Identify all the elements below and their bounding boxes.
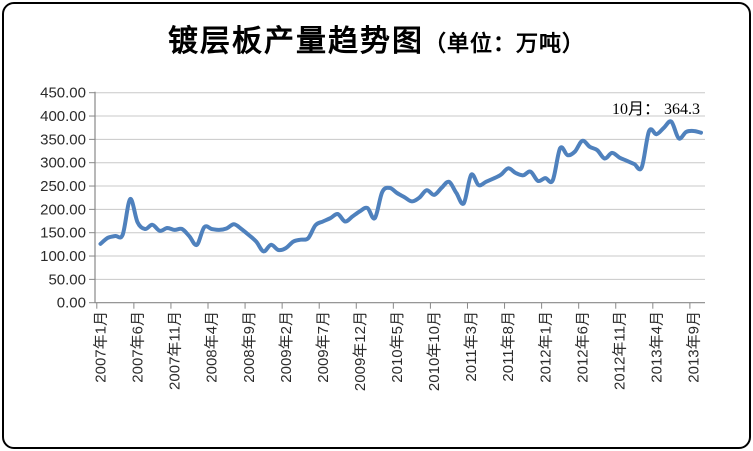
chart-title-unit: （单位：万吨）	[423, 31, 585, 56]
y-tick-label: 250.00	[40, 178, 86, 195]
y-axis-labels: 0.00 50.00 100.00 150.00 200.00 250.00 300.00 3…	[40, 85, 86, 312]
x-tick-label: 2012年6月	[574, 311, 591, 383]
x-tick-label: 2012年1月	[537, 311, 554, 383]
x-tick-label: 2009年2月	[278, 311, 295, 383]
x-tick-label: 2010年10月	[426, 311, 443, 391]
x-tick-label: 2009年12月	[352, 311, 369, 391]
x-tick-label: 2011年8月	[500, 311, 517, 382]
x-tick-label: 2009年7月	[315, 311, 332, 383]
x-tick-label: 2011年3月	[463, 311, 480, 382]
y-tick-label: 200.00	[40, 201, 86, 218]
x-tick-label: 2007年1月	[93, 311, 110, 383]
production-series-line	[98, 119, 703, 254]
x-tick-label: 2013年4月	[649, 311, 666, 383]
y-tick-label: 350.00	[40, 131, 86, 148]
y-tick-label: 100.00	[40, 248, 86, 265]
x-tick-label: 2013年9月	[686, 311, 703, 383]
x-tick-label: 2008年4月	[204, 311, 221, 383]
axes-and-ticks	[89, 91, 705, 309]
x-tick-label: 2012年11月	[612, 311, 629, 390]
chart-title-text: 镀层板产量趋势图	[167, 25, 424, 58]
grid-lines	[95, 92, 705, 280]
x-tick-label: 2008年9月	[241, 311, 258, 383]
y-tick-label: 150.00	[40, 225, 86, 242]
y-tick-label: 50.00	[48, 271, 86, 288]
y-tick-label: 400.00	[40, 108, 86, 125]
y-tick-label: 300.00	[40, 155, 86, 172]
y-tick-label: 450.00	[40, 85, 86, 102]
x-tick-label: 2007年11月	[167, 311, 184, 390]
x-tick-label: 2007年6月	[130, 311, 147, 383]
x-axis-labels: 2007年1月 2007年6月 2007年11月 2008年4月 2008年9月 2009…	[93, 311, 703, 391]
chart-title: 镀层板产量趋势图（单位：万吨）	[0, 16, 753, 60]
last-point-annotation: 10月： 364.3	[611, 101, 700, 118]
y-tick-label: 0.00	[57, 295, 86, 312]
x-tick-label: 2010年5月	[389, 311, 406, 383]
